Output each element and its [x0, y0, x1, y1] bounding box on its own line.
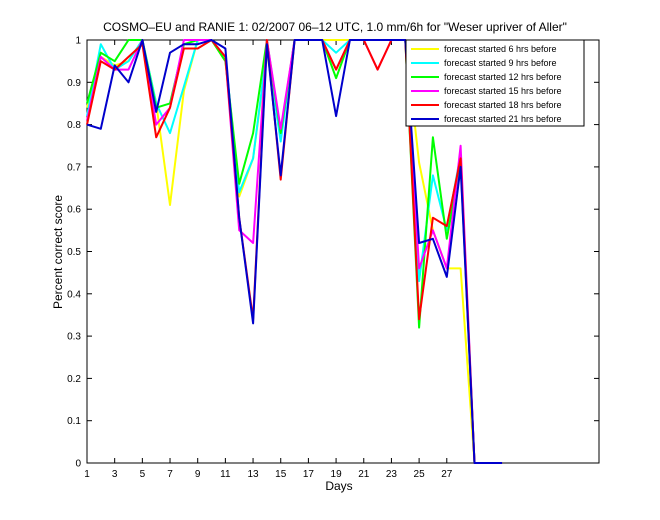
- legend-box: [405, 39, 585, 127]
- x-tick-label: 11: [220, 469, 231, 480]
- legend-label: forecast started 15 hrs before: [444, 86, 562, 96]
- y-tick-label: 0.1: [67, 416, 81, 427]
- x-tick-label: 25: [414, 469, 426, 480]
- legend-label: forecast started 6 hrs before: [444, 44, 557, 54]
- x-tick-label: 7: [167, 469, 173, 480]
- y-tick-label: 0.6: [67, 205, 81, 216]
- legend: forecast started 6 hrs before forecast st…: [405, 39, 585, 127]
- x-tick-label: 3: [112, 469, 118, 480]
- y-tick-label: 0.8: [67, 120, 81, 131]
- y-tick-label: 0.2: [67, 374, 81, 385]
- chart-title: COSMO–EU and RANIE 1: 02/2007 06–12 UTC,…: [103, 20, 567, 34]
- x-tick-label: 17: [303, 469, 315, 480]
- x-tick-label: 1: [84, 469, 90, 480]
- x-tick-label: 9: [195, 469, 201, 480]
- x-tick-label: 23: [386, 469, 398, 480]
- legend-label: forecast started 21 hrs before: [444, 114, 562, 124]
- y-tick-label: 0.3: [67, 332, 81, 343]
- axis-ticks: 1 3 5 7 9 11 13 15 17 19 21 23 25 2700.10.20.30.40.50…: [67, 36, 599, 480]
- x-tick-label: 21: [358, 469, 370, 480]
- y-tick-label: 0.9: [67, 78, 81, 89]
- y-tick-label: 0.5: [67, 247, 81, 258]
- y-axis-title: Percent correct score: [51, 195, 65, 309]
- series-lines: [86, 39, 503, 464]
- x-tick-label: 19: [331, 469, 343, 480]
- x-axis-title: Days: [325, 479, 352, 493]
- y-tick-label: 1: [75, 36, 81, 47]
- x-tick-label: 5: [140, 469, 146, 480]
- series-line-forecast-started-21-hrs-before: [86, 39, 503, 464]
- legend-label: forecast started 18 hrs before: [444, 100, 562, 110]
- y-tick-label: 0.7: [67, 162, 81, 173]
- y-tick-label: 0.4: [67, 289, 81, 300]
- legend-label: forecast started 9 hrs before: [444, 58, 557, 68]
- x-tick-label: 13: [247, 469, 259, 480]
- legend-label: forecast started 12 hrs before: [444, 72, 562, 82]
- y-tick-label: 0: [75, 459, 81, 470]
- x-tick-label: 27: [441, 469, 453, 480]
- x-tick-label: 15: [275, 469, 287, 480]
